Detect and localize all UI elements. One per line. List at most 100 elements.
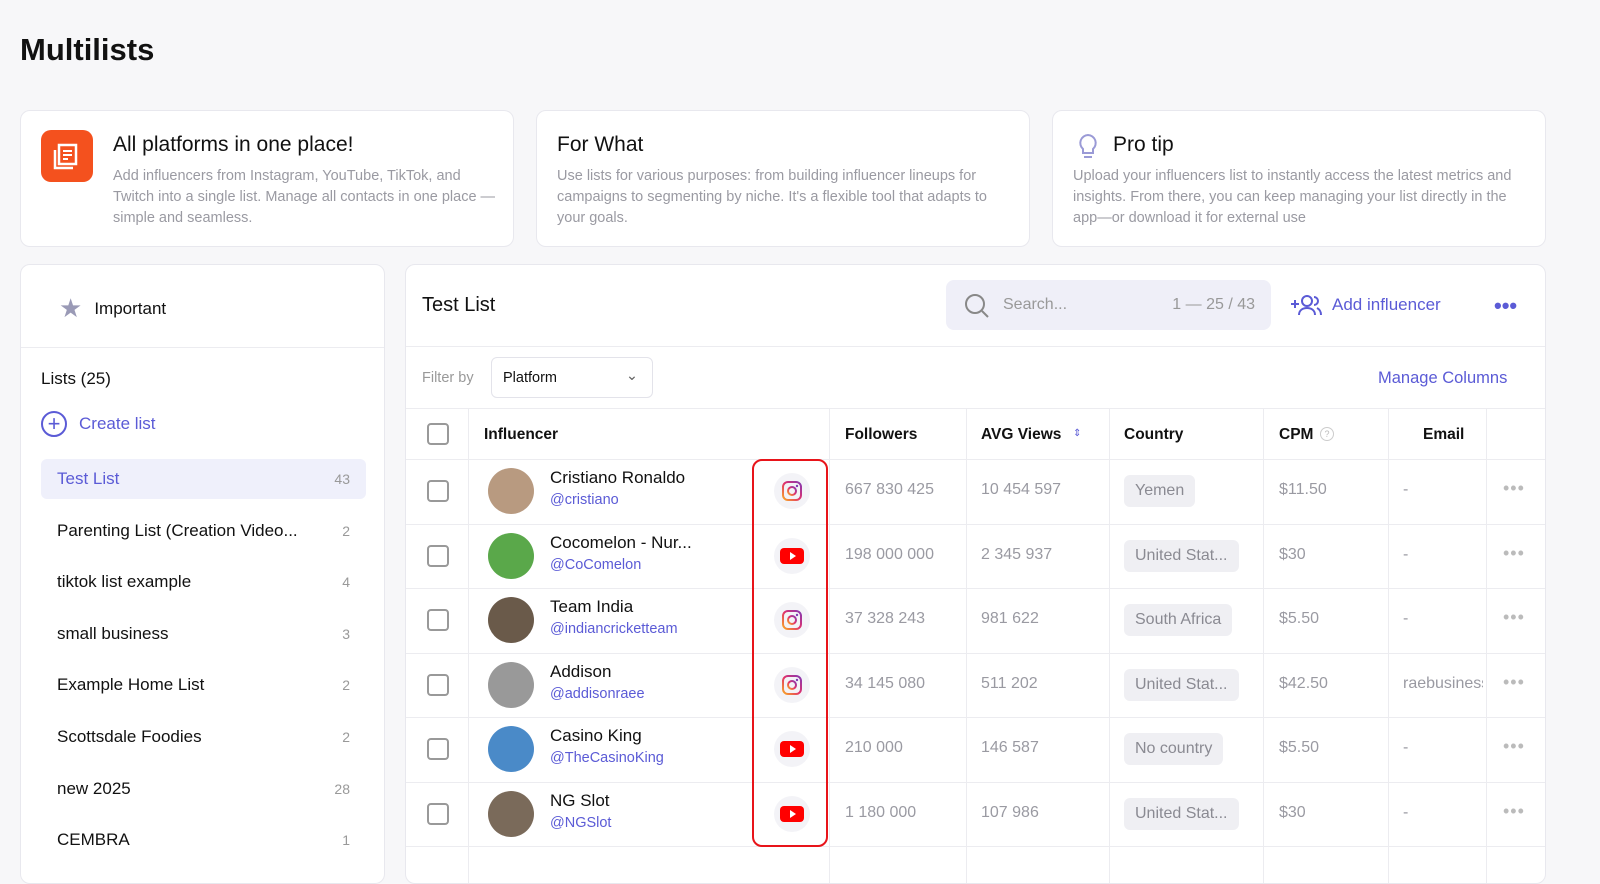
- list-count: 4: [342, 574, 350, 591]
- avatar: [488, 532, 534, 579]
- platform-filter-select[interactable]: Platform ⌄: [491, 357, 653, 398]
- avatar: [488, 597, 534, 643]
- country-badge: United Stat...: [1124, 539, 1239, 572]
- avg-views: 107 986: [981, 803, 1039, 821]
- followers: 34 145 080: [845, 674, 926, 692]
- influencer-handle[interactable]: @CoComelon: [550, 556, 642, 573]
- column-header[interactable]: Influencer: [484, 426, 559, 443]
- cpm: $11.50: [1279, 481, 1327, 498]
- more-options-icon[interactable]: •••: [1494, 293, 1518, 318]
- list-count: 1: [342, 832, 350, 849]
- sort-icon[interactable]: ⇕: [1073, 428, 1082, 439]
- help-icon: ?: [1320, 427, 1334, 441]
- lists-heading: Lists (25): [41, 369, 111, 388]
- sidebar-list-item[interactable]: new 2025 28: [41, 769, 366, 809]
- list-name: small business: [57, 623, 169, 643]
- instagram-icon: [782, 481, 802, 501]
- sidebar-list-item[interactable]: Example Home List 2: [41, 665, 366, 705]
- sidebar-list-item[interactable]: Parenting List (Creation Video... 2: [41, 511, 366, 551]
- followers: 198 000 000: [845, 545, 934, 563]
- row-checkbox[interactable]: [427, 738, 449, 760]
- create-list-button[interactable]: + Create list: [41, 411, 156, 437]
- avg-views: 10 454 597: [981, 481, 1062, 498]
- add-influencer-label: Add influencer: [1332, 295, 1441, 314]
- row-checkbox[interactable]: [427, 480, 449, 502]
- list-name: Example Home List: [57, 675, 205, 695]
- avg-views: 146 587: [981, 739, 1039, 756]
- info-card-for-what: For What Use lists for various purposes:…: [536, 110, 1030, 247]
- column-header[interactable]: Followers: [845, 426, 918, 443]
- youtube-icon: [780, 805, 804, 822]
- column-header[interactable]: CPM: [1279, 426, 1314, 443]
- cpm: $5.50: [1279, 739, 1320, 756]
- platform-column-highlight: [752, 459, 828, 847]
- chevron-down-icon: ⌄: [625, 368, 638, 384]
- cpm: $42.50: [1279, 674, 1328, 692]
- page-title: Multilists: [20, 32, 155, 67]
- followers: 210 000: [845, 739, 903, 756]
- row-actions-icon[interactable]: •••: [1503, 671, 1525, 692]
- sidebar-list-item[interactable]: tiktok list example 4: [41, 562, 366, 602]
- pagination: 1 — 25 / 43: [1172, 296, 1255, 313]
- list-count: 2: [342, 677, 350, 694]
- card-text: Upload your influencers list to instantl…: [1073, 168, 1512, 226]
- influencer-name[interactable]: Addison: [550, 661, 612, 681]
- card-title: For What: [557, 133, 644, 156]
- followers: 37 328 243: [845, 610, 926, 627]
- important-label: Important: [94, 298, 167, 318]
- followers: 667 830 425: [845, 481, 934, 498]
- influencer-handle[interactable]: @addisonraee: [550, 685, 645, 702]
- email: -: [1403, 610, 1409, 627]
- influencer-handle[interactable]: @cristiano: [550, 492, 619, 508]
- list-name: new 2025: [57, 778, 131, 798]
- row-checkbox[interactable]: [427, 609, 449, 631]
- sidebar-list-item[interactable]: small business 3: [41, 614, 366, 654]
- sidebar-list-item[interactable]: Test List 43: [41, 459, 366, 499]
- row-actions-icon[interactable]: •••: [1503, 607, 1525, 627]
- row-checkbox[interactable]: [427, 544, 449, 567]
- influencer-name[interactable]: NG Slot: [550, 790, 610, 810]
- list-count: 28: [334, 780, 350, 797]
- influencer-name[interactable]: Casino King: [550, 726, 642, 745]
- column-header[interactable]: AVG Views: [981, 426, 1062, 443]
- country-badge: Yemen: [1124, 475, 1196, 507]
- card-text: Use lists for various purposes: from bui…: [557, 168, 987, 226]
- list-name: Test List: [57, 469, 120, 488]
- plus-circle-icon: +: [41, 411, 67, 437]
- select-all-checkbox[interactable]: [427, 423, 449, 445]
- search-icon: [965, 294, 989, 318]
- sidebar-list-item[interactable]: CEMBRA 1: [41, 820, 366, 860]
- list-count: 3: [342, 625, 350, 642]
- row-actions-icon[interactable]: •••: [1503, 800, 1525, 821]
- influencer-name[interactable]: Cristiano Ronaldo: [550, 468, 686, 487]
- avg-views: 2 345 937: [981, 545, 1053, 563]
- row-actions-icon[interactable]: •••: [1503, 736, 1525, 756]
- avatar: [488, 468, 534, 514]
- card-title: Pro tip: [1113, 133, 1174, 156]
- card-title: All platforms in one place!: [113, 133, 354, 156]
- row-actions-icon[interactable]: •••: [1503, 478, 1525, 498]
- influencer-name[interactable]: Team India: [550, 597, 634, 616]
- sidebar-list-item[interactable]: Scottsdale Foodies 2: [41, 717, 366, 757]
- influencer-handle[interactable]: @indiancricketteam: [550, 621, 678, 637]
- row-actions-icon[interactable]: •••: [1503, 542, 1525, 563]
- influencer-name[interactable]: Cocomelon - Nur...: [550, 532, 692, 552]
- column-header[interactable]: Country: [1124, 426, 1184, 443]
- influencer-handle[interactable]: @NGSlot: [550, 814, 612, 831]
- avg-views: 511 202: [981, 674, 1038, 692]
- instagram-icon: [782, 674, 802, 695]
- lists-icon: [41, 130, 93, 182]
- country-badge: United Stat...: [1124, 797, 1239, 830]
- country-badge: United Stat...: [1124, 668, 1239, 701]
- filter-value: Platform: [503, 370, 557, 386]
- important-item[interactable]: ★ Important: [59, 293, 166, 324]
- row-checkbox[interactable]: [427, 673, 449, 696]
- influencer-handle[interactable]: @TheCasinoKing: [550, 750, 664, 766]
- manage-columns-link[interactable]: Manage Columns: [1378, 369, 1508, 387]
- search-input[interactable]: Search... 1 — 25 / 43: [946, 280, 1271, 330]
- create-list-label: Create list: [79, 414, 156, 433]
- column-header[interactable]: Email: [1423, 426, 1465, 443]
- row-checkbox[interactable]: [427, 802, 449, 825]
- add-influencer-button[interactable]: Add influencer: [1290, 294, 1441, 316]
- followers: 1 180 000: [845, 803, 917, 821]
